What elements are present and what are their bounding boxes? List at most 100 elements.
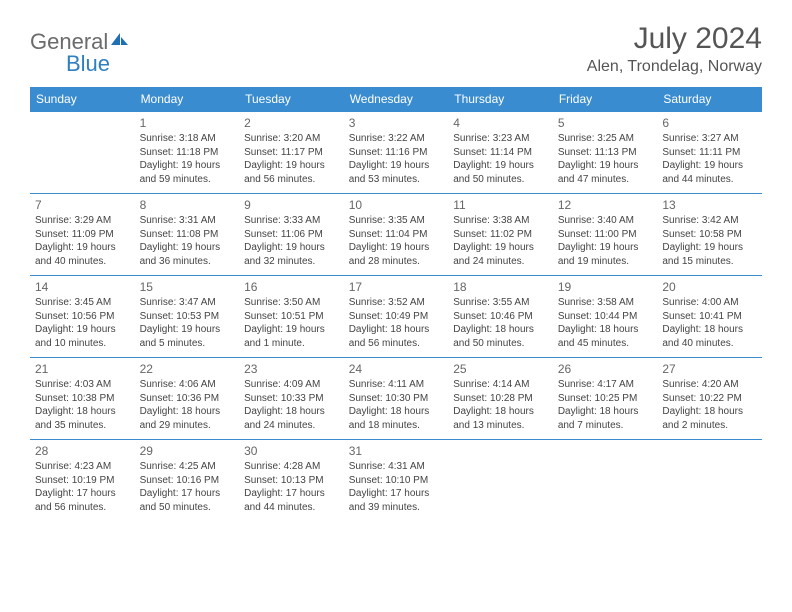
day-number: 22 bbox=[140, 361, 235, 377]
day-number: 1 bbox=[140, 115, 235, 131]
day-cell: 3Sunrise: 3:22 AMSunset: 11:16 PMDayligh… bbox=[344, 112, 449, 194]
sunrise-line: Sunrise: 3:58 AM bbox=[558, 296, 653, 310]
daylight-line: and 2 minutes. bbox=[662, 419, 757, 433]
week-row: 7Sunrise: 3:29 AMSunset: 11:09 PMDayligh… bbox=[30, 194, 762, 276]
empty-cell bbox=[553, 440, 658, 522]
daylight-line: and 59 minutes. bbox=[140, 173, 235, 187]
sunrise-line: Sunrise: 3:23 AM bbox=[453, 132, 548, 146]
day-cell: 4Sunrise: 3:23 AMSunset: 11:14 PMDayligh… bbox=[448, 112, 553, 194]
sunset-line: Sunset: 10:51 PM bbox=[244, 310, 339, 324]
day-cell: 8Sunrise: 3:31 AMSunset: 11:08 PMDayligh… bbox=[135, 194, 240, 276]
day-number: 9 bbox=[244, 197, 339, 213]
day-number: 15 bbox=[140, 279, 235, 295]
day-cell: 17Sunrise: 3:52 AMSunset: 10:49 PMDaylig… bbox=[344, 276, 449, 358]
week-row: 21Sunrise: 4:03 AMSunset: 10:38 PMDaylig… bbox=[30, 358, 762, 440]
dow-row: SundayMondayTuesdayWednesdayThursdayFrid… bbox=[30, 87, 762, 112]
sunrise-line: Sunrise: 4:31 AM bbox=[349, 460, 444, 474]
sunrise-line: Sunrise: 3:33 AM bbox=[244, 214, 339, 228]
sunset-line: Sunset: 11:18 PM bbox=[140, 146, 235, 160]
daylight-line: Daylight: 19 hours bbox=[244, 323, 339, 337]
dow-wednesday: Wednesday bbox=[344, 87, 449, 112]
sunset-line: Sunset: 10:44 PM bbox=[558, 310, 653, 324]
sunset-line: Sunset: 10:58 PM bbox=[662, 228, 757, 242]
day-cell: 28Sunrise: 4:23 AMSunset: 10:19 PMDaylig… bbox=[30, 440, 135, 522]
month-title: July 2024 bbox=[587, 22, 762, 56]
daylight-line: and 5 minutes. bbox=[140, 337, 235, 351]
sunset-line: Sunset: 11:02 PM bbox=[453, 228, 548, 242]
daylight-line: Daylight: 19 hours bbox=[453, 159, 548, 173]
daylight-line: Daylight: 19 hours bbox=[35, 241, 130, 255]
sunrise-line: Sunrise: 4:14 AM bbox=[453, 378, 548, 392]
day-number: 8 bbox=[140, 197, 235, 213]
sunset-line: Sunset: 11:00 PM bbox=[558, 228, 653, 242]
week-row: 28Sunrise: 4:23 AMSunset: 10:19 PMDaylig… bbox=[30, 440, 762, 522]
day-cell: 21Sunrise: 4:03 AMSunset: 10:38 PMDaylig… bbox=[30, 358, 135, 440]
sunrise-line: Sunrise: 4:25 AM bbox=[140, 460, 235, 474]
calendar-head: SundayMondayTuesdayWednesdayThursdayFrid… bbox=[30, 87, 762, 112]
sunrise-line: Sunrise: 3:31 AM bbox=[140, 214, 235, 228]
sunset-line: Sunset: 11:16 PM bbox=[349, 146, 444, 160]
daylight-line: and 56 minutes. bbox=[349, 337, 444, 351]
empty-cell bbox=[30, 112, 135, 194]
sunset-line: Sunset: 10:22 PM bbox=[662, 392, 757, 406]
sunset-line: Sunset: 10:28 PM bbox=[453, 392, 548, 406]
sunrise-line: Sunrise: 3:38 AM bbox=[453, 214, 548, 228]
day-cell: 16Sunrise: 3:50 AMSunset: 10:51 PMDaylig… bbox=[239, 276, 344, 358]
daylight-line: Daylight: 19 hours bbox=[244, 159, 339, 173]
daylight-line: Daylight: 19 hours bbox=[662, 159, 757, 173]
day-cell: 7Sunrise: 3:29 AMSunset: 11:09 PMDayligh… bbox=[30, 194, 135, 276]
day-cell: 13Sunrise: 3:42 AMSunset: 10:58 PMDaylig… bbox=[657, 194, 762, 276]
daylight-line: and 1 minute. bbox=[244, 337, 339, 351]
day-number: 18 bbox=[453, 279, 548, 295]
day-cell: 24Sunrise: 4:11 AMSunset: 10:30 PMDaylig… bbox=[344, 358, 449, 440]
day-number: 13 bbox=[662, 197, 757, 213]
sunset-line: Sunset: 10:36 PM bbox=[140, 392, 235, 406]
day-number: 23 bbox=[244, 361, 339, 377]
dow-tuesday: Tuesday bbox=[239, 87, 344, 112]
day-number: 5 bbox=[558, 115, 653, 131]
sunrise-line: Sunrise: 4:00 AM bbox=[662, 296, 757, 310]
sunset-line: Sunset: 11:06 PM bbox=[244, 228, 339, 242]
sunrise-line: Sunrise: 4:06 AM bbox=[140, 378, 235, 392]
day-number: 28 bbox=[35, 443, 130, 459]
daylight-line: Daylight: 19 hours bbox=[558, 241, 653, 255]
daylight-line: and 13 minutes. bbox=[453, 419, 548, 433]
day-number: 21 bbox=[35, 361, 130, 377]
daylight-line: Daylight: 18 hours bbox=[662, 323, 757, 337]
day-number: 19 bbox=[558, 279, 653, 295]
sunrise-line: Sunrise: 4:11 AM bbox=[349, 378, 444, 392]
daylight-line: Daylight: 19 hours bbox=[140, 323, 235, 337]
header: GeneralBlue July 2024 Alen, Trondelag, N… bbox=[30, 22, 762, 77]
dow-thursday: Thursday bbox=[448, 87, 553, 112]
daylight-line: and 35 minutes. bbox=[35, 419, 130, 433]
dow-sunday: Sunday bbox=[30, 87, 135, 112]
day-number: 27 bbox=[662, 361, 757, 377]
sunrise-line: Sunrise: 3:18 AM bbox=[140, 132, 235, 146]
daylight-line: and 18 minutes. bbox=[349, 419, 444, 433]
sunset-line: Sunset: 11:17 PM bbox=[244, 146, 339, 160]
sunrise-line: Sunrise: 3:42 AM bbox=[662, 214, 757, 228]
calendar-table: SundayMondayTuesdayWednesdayThursdayFrid… bbox=[30, 87, 762, 522]
daylight-line: and 24 minutes. bbox=[453, 255, 548, 269]
daylight-line: Daylight: 19 hours bbox=[140, 241, 235, 255]
day-cell: 27Sunrise: 4:20 AMSunset: 10:22 PMDaylig… bbox=[657, 358, 762, 440]
daylight-line: and 44 minutes. bbox=[244, 501, 339, 515]
sunrise-line: Sunrise: 3:25 AM bbox=[558, 132, 653, 146]
daylight-line: Daylight: 18 hours bbox=[558, 405, 653, 419]
sunset-line: Sunset: 10:25 PM bbox=[558, 392, 653, 406]
daylight-line: and 15 minutes. bbox=[662, 255, 757, 269]
daylight-line: Daylight: 19 hours bbox=[662, 241, 757, 255]
day-cell: 29Sunrise: 4:25 AMSunset: 10:16 PMDaylig… bbox=[135, 440, 240, 522]
daylight-line: Daylight: 18 hours bbox=[349, 323, 444, 337]
sunrise-line: Sunrise: 4:17 AM bbox=[558, 378, 653, 392]
daylight-line: and 53 minutes. bbox=[349, 173, 444, 187]
sunset-line: Sunset: 10:56 PM bbox=[35, 310, 130, 324]
day-cell: 18Sunrise: 3:55 AMSunset: 10:46 PMDaylig… bbox=[448, 276, 553, 358]
daylight-line: and 40 minutes. bbox=[35, 255, 130, 269]
daylight-line: Daylight: 18 hours bbox=[662, 405, 757, 419]
daylight-line: and 32 minutes. bbox=[244, 255, 339, 269]
daylight-line: Daylight: 17 hours bbox=[349, 487, 444, 501]
sunrise-line: Sunrise: 3:35 AM bbox=[349, 214, 444, 228]
sunrise-line: Sunrise: 4:09 AM bbox=[244, 378, 339, 392]
sunrise-line: Sunrise: 3:52 AM bbox=[349, 296, 444, 310]
